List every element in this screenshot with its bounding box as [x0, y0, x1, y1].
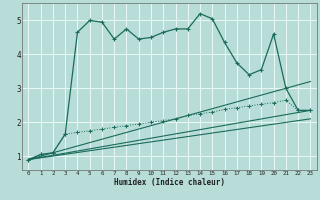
X-axis label: Humidex (Indice chaleur): Humidex (Indice chaleur): [114, 178, 225, 187]
